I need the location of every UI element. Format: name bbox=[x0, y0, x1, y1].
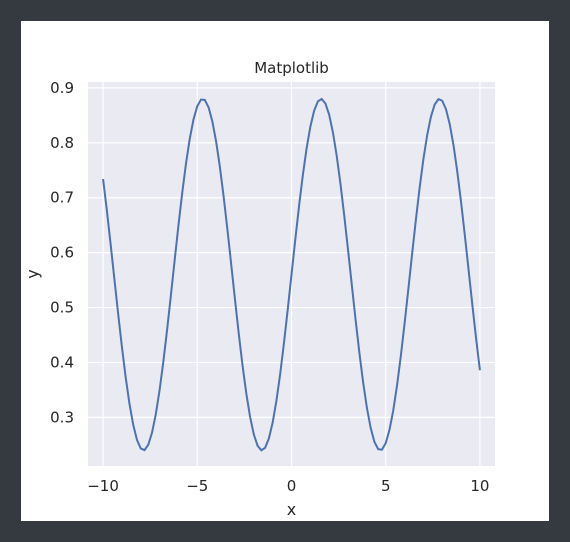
x-tick-label: 0 bbox=[287, 477, 297, 495]
x-tick-label: 10 bbox=[470, 477, 489, 495]
series-line bbox=[102, 97, 481, 452]
y-tick-label: 0.4 bbox=[50, 353, 74, 371]
x-tick-label: −10 bbox=[87, 477, 119, 495]
y-tick-label: 0.3 bbox=[50, 408, 74, 426]
x-axis-ticks: −10 −5 0 5 10 bbox=[87, 477, 489, 495]
y-tick-label: 0.5 bbox=[50, 299, 74, 317]
x-tick-label: −5 bbox=[186, 477, 208, 495]
figure-canvas: −10 −5 0 5 10 0.3 0.4 0.5 0.6 0.7 0.8 0.9 Matplotl… bbox=[21, 21, 549, 521]
y-tick-label: 0.9 bbox=[50, 79, 74, 97]
chart-title: Matplotlib bbox=[254, 59, 329, 77]
y-axis-ticks: 0.3 0.4 0.5 0.6 0.7 0.8 0.9 bbox=[50, 79, 74, 427]
y-tick-label: 0.8 bbox=[50, 134, 74, 152]
line-chart: −10 −5 0 5 10 0.3 0.4 0.5 0.6 0.7 0.8 0.9 Matplotl… bbox=[23, 59, 495, 519]
x-axis-label: x bbox=[287, 500, 296, 519]
x-tick-label: 5 bbox=[381, 477, 391, 495]
y-tick-label: 0.6 bbox=[50, 244, 74, 262]
y-tick-label: 0.7 bbox=[50, 189, 74, 207]
y-axis-label: y bbox=[23, 269, 42, 278]
